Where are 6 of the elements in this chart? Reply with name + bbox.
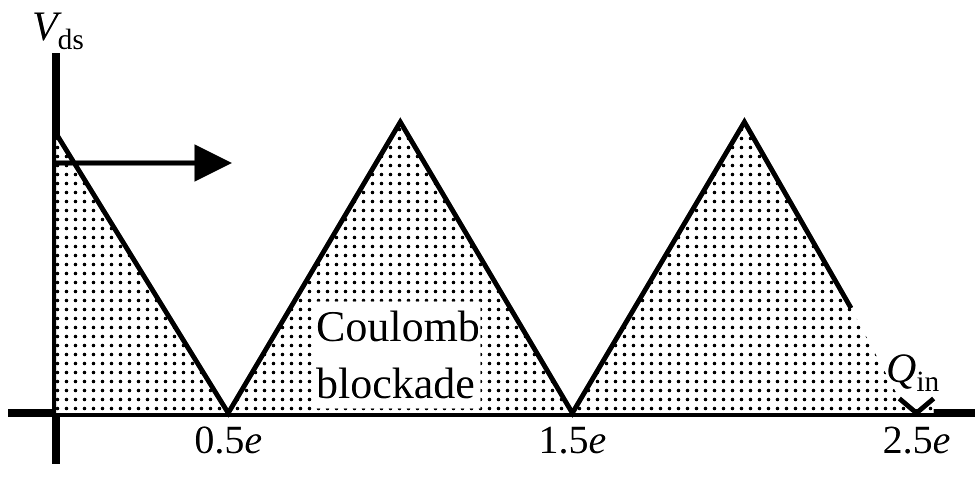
x-axis-title: Q$_{in}$ — [886, 346, 940, 398]
y-axis-title: V$_{ds}$ — [32, 4, 84, 56]
x-tick-label: 1.5e — [538, 417, 606, 462]
x-tick-label: 0.5e — [194, 417, 262, 462]
x-tick-label: 2.5e — [882, 417, 950, 462]
annotation: Coulomb blockade — [316, 302, 480, 408]
